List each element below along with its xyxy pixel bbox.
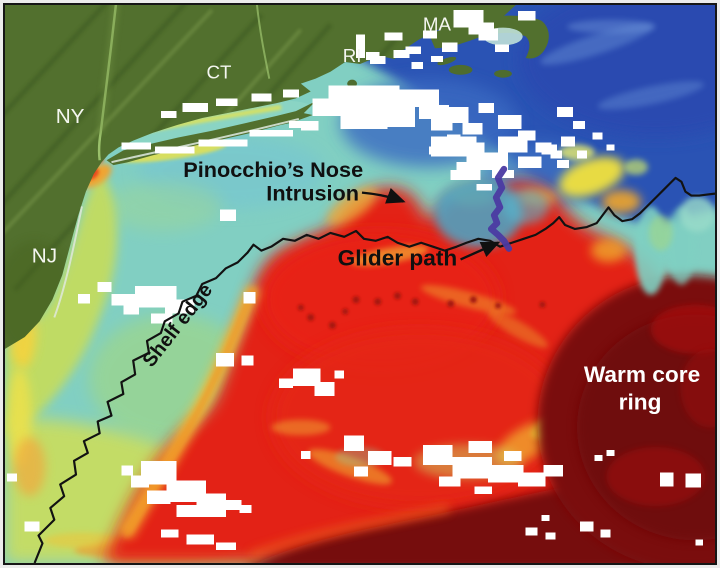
state-label-ny: NY bbox=[56, 105, 85, 128]
annotation-arrows bbox=[361, 188, 501, 261]
connecticut-river bbox=[255, 5, 271, 79]
state-label-ma: MA bbox=[423, 14, 452, 35]
arrow-to-glider-path bbox=[460, 241, 501, 261]
annotation-warm-core-line2: ring bbox=[619, 390, 662, 415]
mainland bbox=[5, 5, 516, 349]
warm-eddy-specks bbox=[297, 292, 546, 329]
li-south-shore bbox=[111, 118, 300, 164]
state-label-ri: RI bbox=[343, 45, 362, 66]
state-label-nj: NJ bbox=[32, 244, 57, 267]
cloud-patches bbox=[6, 9, 704, 551]
nj-barrier-islands bbox=[53, 206, 83, 318]
glider-path-line bbox=[487, 165, 513, 252]
annotation-pinocchios-nose-line2: Intrusion bbox=[266, 181, 359, 206]
sst-map: NY NJ CT RI MA Pinocchio’s Nose Intrusio… bbox=[5, 5, 715, 563]
annotation-pinocchios-nose-line1: Pinocchio’s Nose bbox=[183, 157, 363, 182]
shelf-edge-line bbox=[33, 176, 715, 563]
arrow-to-intrusion bbox=[361, 188, 406, 204]
annotation-glider-path: Glider path bbox=[338, 245, 458, 270]
state-label-ct: CT bbox=[207, 62, 232, 83]
annotation-warm-core-line1: Warm core bbox=[584, 362, 700, 387]
map-border: NY NJ CT RI MA Pinocchio’s Nose Intrusio… bbox=[3, 3, 717, 565]
